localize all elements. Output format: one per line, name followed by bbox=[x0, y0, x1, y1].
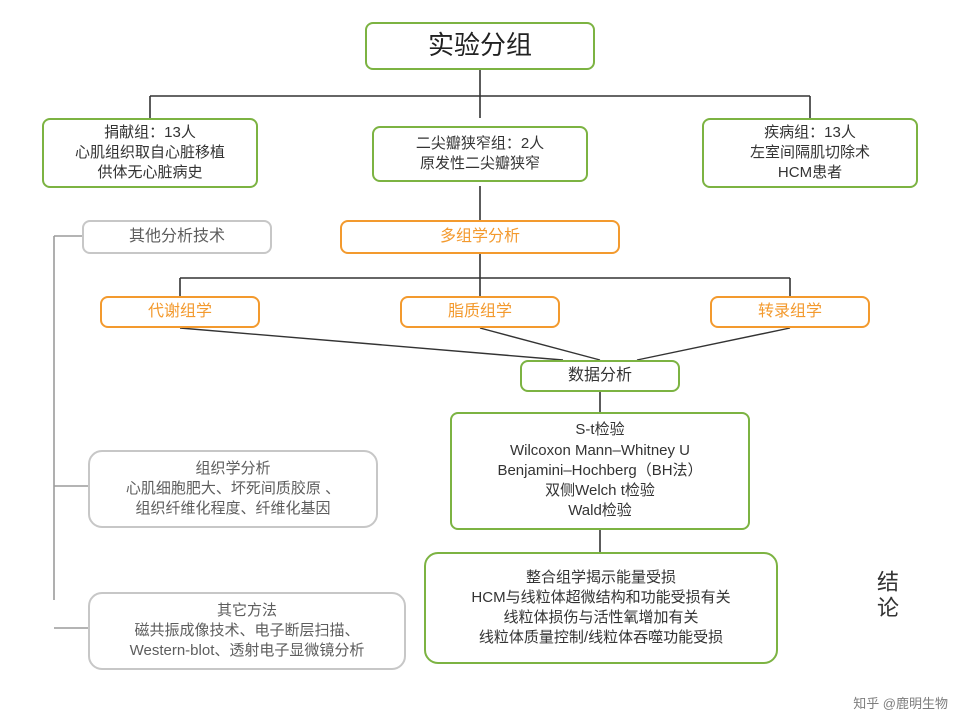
group-disease-l1: 疾病组：13人 bbox=[764, 123, 856, 143]
group-mitral-l2: 原发性二尖瓣狭窄 bbox=[420, 154, 540, 174]
omics-lipidomics-label: 脂质组学 bbox=[448, 301, 512, 323]
multi-omics-label: 多组学分析 bbox=[440, 226, 520, 248]
stats-l3: Benjamini–Hochberg（BH法） bbox=[497, 461, 702, 481]
conclusion-l1: 整合组学揭示能量受损 bbox=[526, 568, 676, 588]
side-label-conclusion: 结论 bbox=[870, 570, 902, 622]
group-disease: 疾病组：13人 左室间隔肌切除术 HCM患者 bbox=[702, 118, 918, 188]
group-disease-l3: HCM患者 bbox=[778, 163, 842, 183]
histology-l2: 组织纤维化程度、纤维化基因 bbox=[135, 499, 330, 519]
watermark: 知乎 @鹿明生物 bbox=[853, 693, 948, 712]
conclusion-node: 整合组学揭示能量受损 HCM与线粒体超微结构和功能受损有关 线粒体损伤与活性氧增… bbox=[424, 552, 778, 664]
data-analysis-node: 数据分析 bbox=[520, 360, 680, 392]
stats-l4: 双侧Welch t检验 bbox=[545, 481, 655, 501]
group-mitral: 二尖瓣狭窄组：2人 原发性二尖瓣狭窄 bbox=[372, 126, 588, 182]
stats-l5: Wald检验 bbox=[568, 501, 632, 521]
conclusion-l2: HCM与线粒体超微结构和功能受损有关 bbox=[471, 588, 730, 608]
histology-l1: 心肌细胞肥大、坏死间质胶原 、 bbox=[126, 479, 340, 499]
omics-lipidomics: 脂质组学 bbox=[400, 296, 560, 328]
histology-node: 组织学分析 心肌细胞肥大、坏死间质胶原 、 组织纤维化程度、纤维化基因 bbox=[88, 450, 378, 528]
other-tech-label: 其他分析技术 bbox=[129, 226, 225, 248]
multi-omics-node: 多组学分析 bbox=[340, 220, 620, 254]
other-methods-title: 其它方法 bbox=[217, 601, 277, 621]
group-donor: 捐献组：13人 心肌组织取自心脏移植 供体无心脏病史 bbox=[42, 118, 258, 188]
stats-l2: Wilcoxon Mann–Whitney U bbox=[510, 441, 690, 461]
group-disease-l2: 左室间隔肌切除术 bbox=[750, 143, 870, 163]
conclusion-l3: 线粒体损伤与活性氧增加有关 bbox=[503, 608, 698, 628]
omics-metabolomics: 代谢组学 bbox=[100, 296, 260, 328]
group-mitral-l1: 二尖瓣狭窄组：2人 bbox=[416, 134, 544, 154]
root-node: 实验分组 bbox=[365, 22, 595, 70]
conclusion-l4: 线粒体质量控制/线粒体吞噬功能受损 bbox=[479, 628, 723, 648]
omics-metabolomics-label: 代谢组学 bbox=[148, 301, 212, 323]
stats-node: S-t检验 Wilcoxon Mann–Whitney U Benjamini–… bbox=[450, 412, 750, 530]
root-label: 实验分组 bbox=[428, 28, 532, 63]
omics-transcriptomics: 转录组学 bbox=[710, 296, 870, 328]
omics-transcriptomics-label: 转录组学 bbox=[758, 301, 822, 323]
group-donor-l2: 心肌组织取自心脏移植 bbox=[75, 143, 225, 163]
data-analysis-label: 数据分析 bbox=[568, 365, 632, 387]
stats-l1: S-t检验 bbox=[575, 420, 624, 440]
other-tech-node: 其他分析技术 bbox=[82, 220, 272, 254]
group-donor-l1: 捐献组：13人 bbox=[104, 123, 196, 143]
histology-title: 组织学分析 bbox=[195, 459, 270, 479]
other-methods-l2: Western-blot、透射电子显微镜分析 bbox=[130, 641, 365, 661]
other-methods-node: 其它方法 磁共振成像技术、电子断层扫描、 Western-blot、透射电子显微… bbox=[88, 592, 406, 670]
other-methods-l1: 磁共振成像技术、电子断层扫描、 bbox=[134, 621, 359, 641]
group-donor-l3: 供体无心脏病史 bbox=[97, 163, 202, 183]
